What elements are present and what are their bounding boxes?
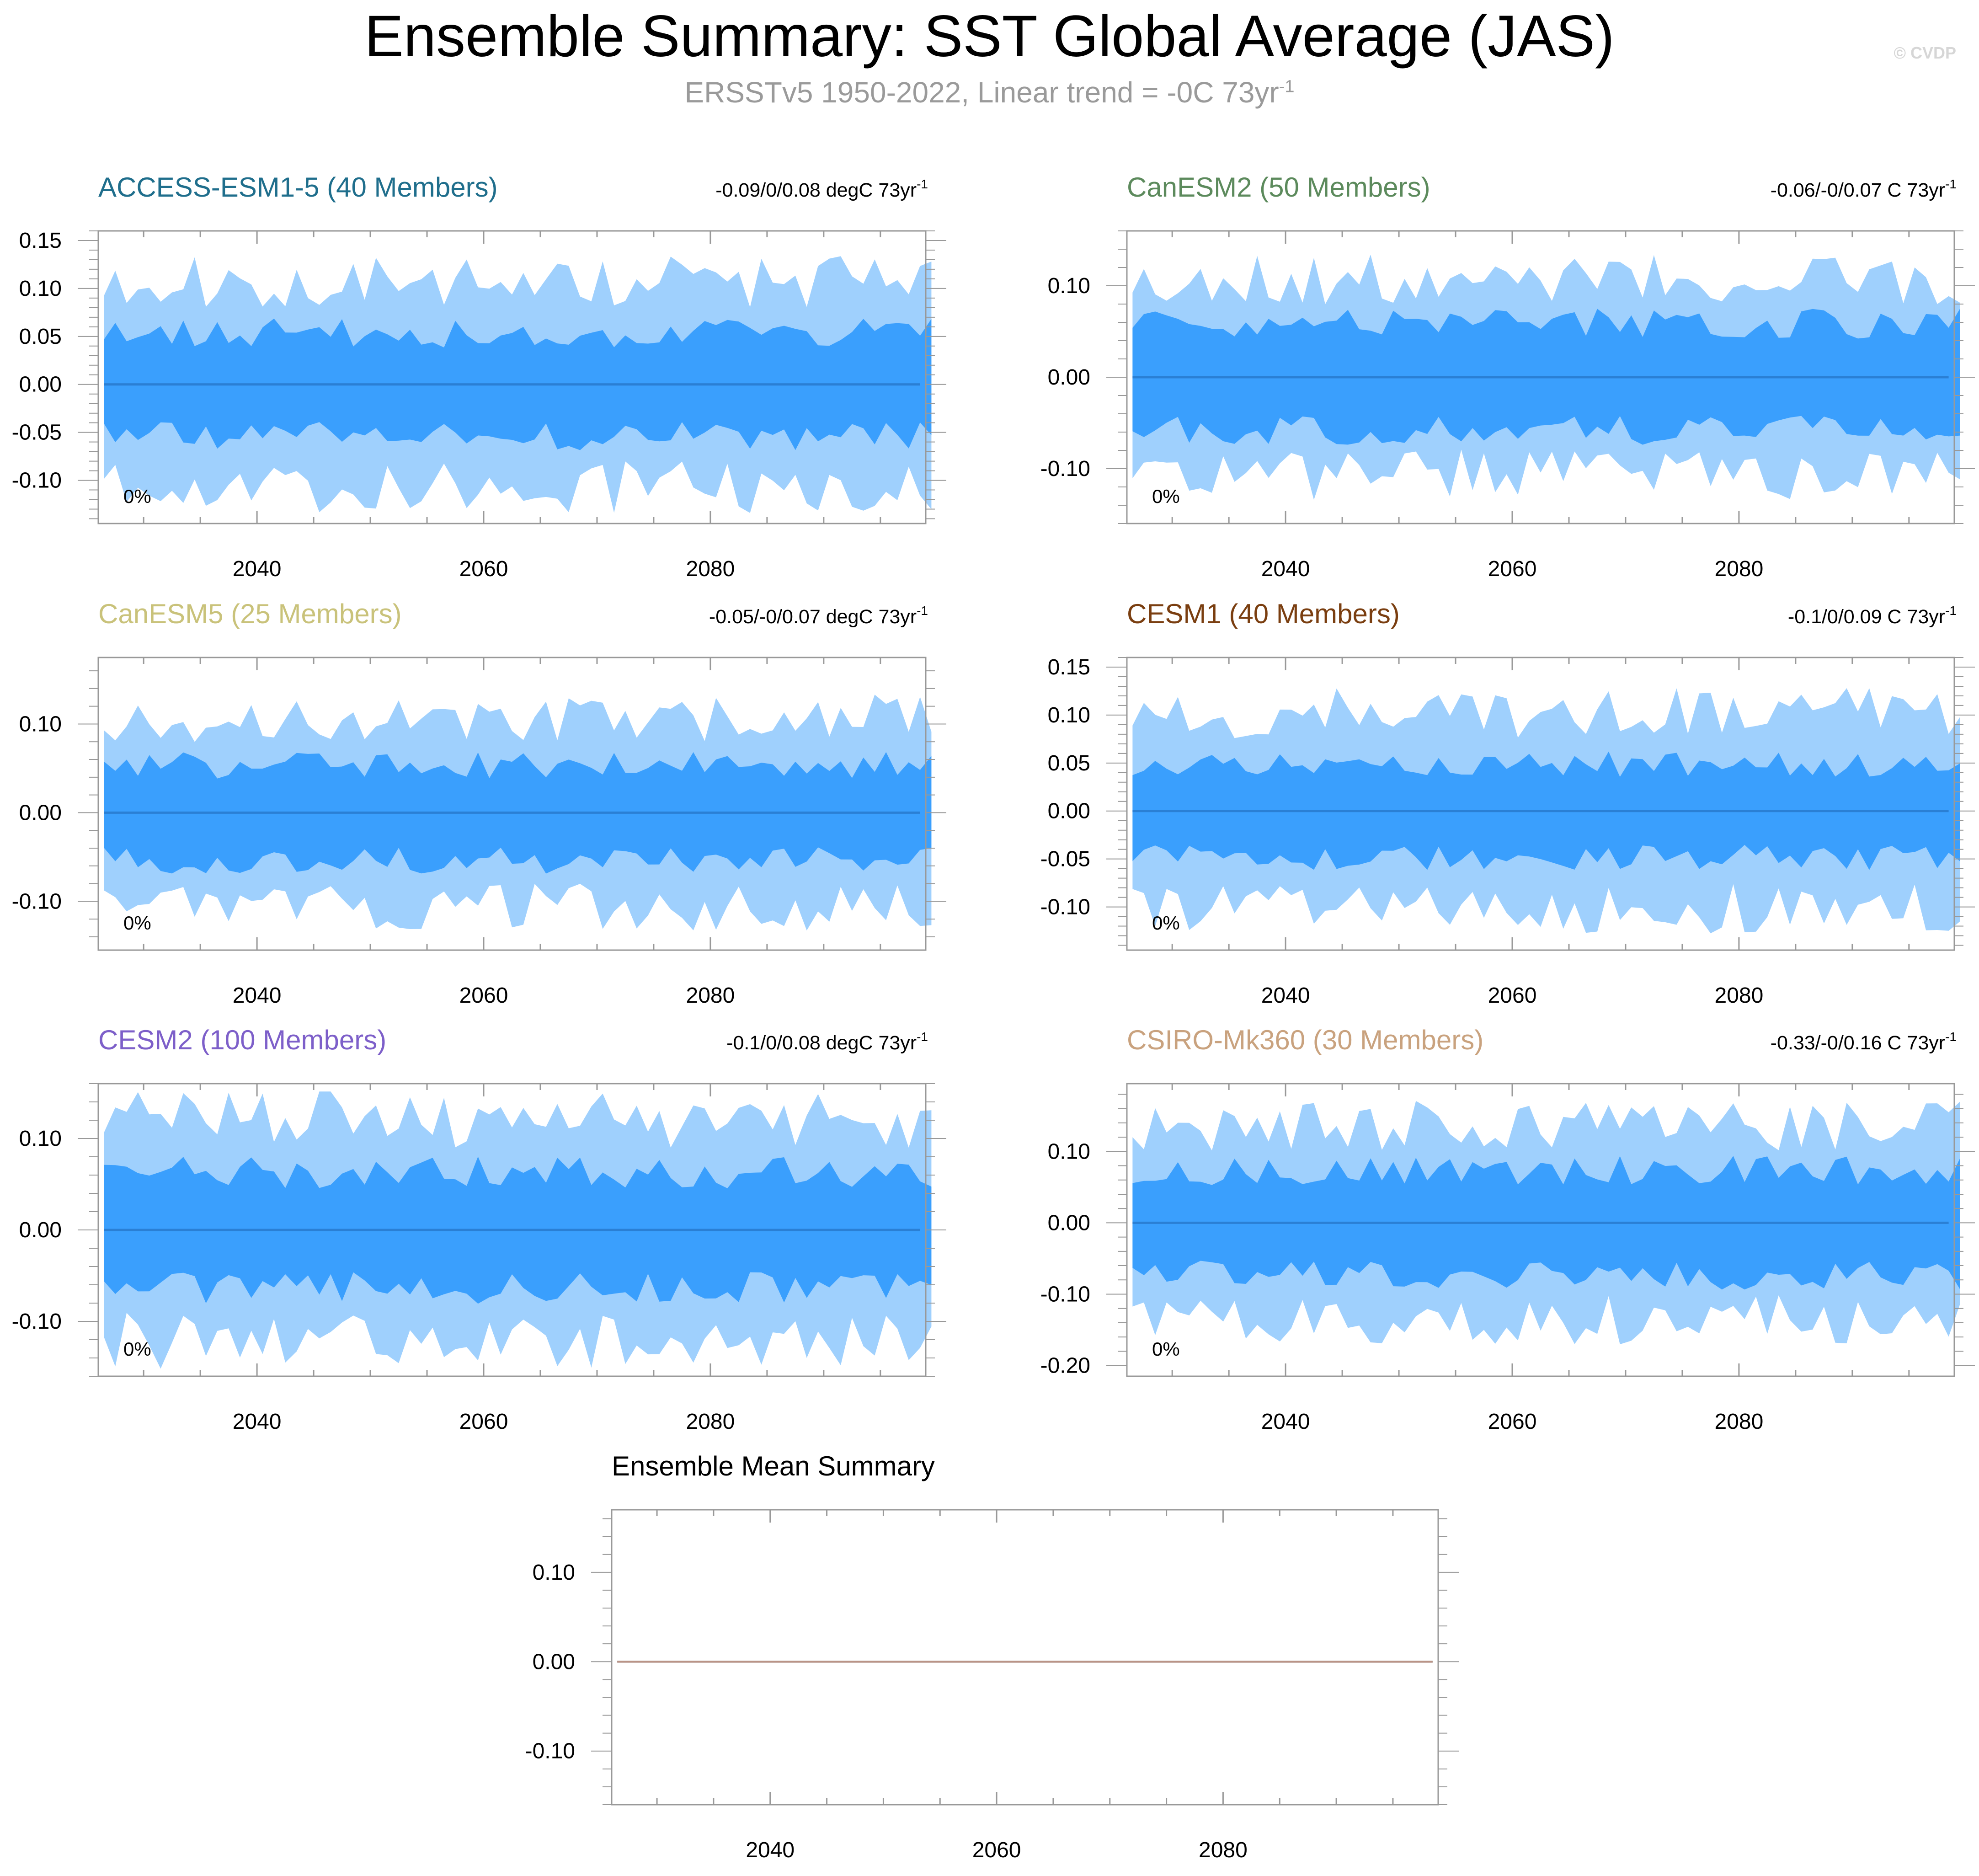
x-tick-label: 2040	[233, 557, 282, 581]
chart-panel: CESM2 (100 Members) -0.1/0/0.08 degC 73yr…	[12, 1025, 946, 1434]
y-tick-label: -0.20	[1040, 1354, 1090, 1378]
y-tick-label: -0.10	[525, 1739, 575, 1764]
x-tick-label: 2040	[233, 1410, 282, 1434]
x-tick-label: 2060	[459, 557, 508, 581]
y-tick-label: 0.10	[1048, 703, 1090, 727]
y-tick-label: 0.05	[19, 325, 62, 349]
y-tick-label: 0.00	[1048, 1211, 1090, 1235]
panel-title: CanESM2 (50 Members)	[1127, 172, 1430, 203]
chart-panel: Ensemble Mean Summary 2040 2060 2080 0.10 0.0…	[525, 1451, 1459, 1862]
x-tick-label: 2040	[1261, 1410, 1310, 1434]
x-tick-label: 2060	[1488, 557, 1537, 581]
y-tick-label: -0.10	[1040, 895, 1090, 919]
x-tick-label: 2080	[1199, 1838, 1248, 1862]
x-tick-label: 2060	[1488, 983, 1537, 1008]
x-tick-label: 2080	[686, 557, 735, 581]
figure-title: Ensemble Summary: SST Global Average (JA…	[364, 4, 1615, 69]
plot-frame	[1126, 1083, 1955, 1377]
percent-label: 0%	[123, 912, 151, 934]
chart-panel: ACCESS-ESM1-5 (40 Members) -0.09/0/0.08 d…	[12, 172, 946, 581]
y-tick-label: 0.15	[1048, 655, 1090, 679]
y-tick-label: 0.00	[19, 1218, 62, 1242]
chart-panel: CanESM2 (50 Members) -0.06/-0/0.07 C 73yr…	[1040, 172, 1975, 581]
panel-stats: -0.33/-0/0.16 C 73yr-1	[1771, 1030, 1957, 1054]
y-tick-label: -0.10	[12, 889, 62, 914]
y-tick-label: 0.10	[19, 277, 62, 301]
x-tick-label: 2040	[1261, 983, 1310, 1008]
x-tick-label: 2040	[746, 1838, 795, 1862]
y-tick-label: 0.10	[19, 712, 62, 736]
panel-title: CSIRO-Mk360 (30 Members)	[1127, 1025, 1483, 1055]
y-tick-label: -0.10	[12, 469, 62, 493]
x-tick-label: 2060	[972, 1838, 1021, 1862]
x-tick-label: 2080	[1715, 983, 1764, 1008]
y-tick-label: 0.00	[19, 801, 62, 825]
x-tick-label: 2080	[1715, 1410, 1764, 1434]
percent-label: 0%	[1152, 912, 1180, 934]
x-tick-label: 2080	[1715, 557, 1764, 581]
panel-title: Ensemble Mean Summary	[612, 1451, 935, 1481]
y-tick-label: 0.10	[1048, 274, 1090, 298]
y-tick-label: 0.15	[19, 229, 62, 253]
panel-stats: -0.1/0/0.08 degC 73yr-1	[726, 1030, 928, 1054]
plot-frame	[611, 1509, 1439, 1806]
y-tick-label: 0.10	[533, 1561, 575, 1585]
percent-label: 0%	[1152, 486, 1180, 507]
percent-label: 0%	[1152, 1338, 1180, 1360]
watermark: © CVDP	[1894, 43, 1956, 62]
x-tick-label: 2040	[1261, 557, 1310, 581]
panel-title: CanESM5 (25 Members)	[98, 599, 402, 629]
plot-frame	[1126, 657, 1955, 951]
percent-label: 0%	[123, 486, 151, 507]
figure-subtitle: ERSSTv5 1950-2022, Linear trend = -0C 73…	[0, 75, 1979, 109]
x-tick-label: 2080	[686, 983, 735, 1008]
x-tick-label: 2060	[1488, 1410, 1537, 1434]
panel-stats: -0.1/0/0.09 C 73yr-1	[1788, 604, 1957, 628]
panel-stats: -0.09/0/0.08 degC 73yr-1	[715, 177, 928, 201]
x-tick-label: 2040	[233, 983, 282, 1008]
y-tick-label: 0.00	[1048, 799, 1090, 823]
y-tick-label: 0.10	[1048, 1139, 1090, 1164]
x-tick-label: 2080	[686, 1410, 735, 1434]
y-tick-label: 0.10	[19, 1127, 62, 1151]
percent-label: 0%	[123, 1338, 151, 1360]
y-tick-label: 0.00	[1048, 365, 1090, 390]
panel-title: CESM2 (100 Members)	[98, 1025, 386, 1055]
y-tick-label: -0.05	[12, 421, 62, 445]
plot-frame	[97, 230, 927, 524]
panel-stats: -0.05/-0/0.07 degC 73yr-1	[709, 604, 928, 628]
chart-panel: CESM1 (40 Members) -0.1/0/0.09 C 73yr-1 0%…	[1040, 599, 1975, 1008]
y-tick-label: -0.10	[1040, 457, 1090, 481]
panel-title: ACCESS-ESM1-5 (40 Members)	[98, 172, 498, 203]
x-tick-label: 2060	[459, 1410, 508, 1434]
y-tick-label: -0.05	[1040, 847, 1090, 871]
panel-stats: -0.06/-0/0.07 C 73yr-1	[1771, 177, 1957, 201]
y-tick-label: 0.00	[533, 1650, 575, 1674]
plot-frame	[97, 657, 927, 951]
chart-panel: CSIRO-Mk360 (30 Members) -0.33/-0/0.16 C …	[1040, 1025, 1975, 1434]
y-tick-label: 0.00	[19, 373, 62, 397]
y-tick-label: -0.10	[1040, 1282, 1090, 1306]
subtitle-superscript: -1	[1279, 77, 1295, 96]
y-tick-label: 0.05	[1048, 751, 1090, 775]
panel-title: CESM1 (40 Members)	[1127, 599, 1400, 629]
y-tick-label: -0.10	[12, 1309, 62, 1334]
subtitle-text: ERSSTv5 1950-2022, Linear trend = -0C 73…	[684, 76, 1279, 109]
chart-panel: CanESM5 (25 Members) -0.05/-0/0.07 degC 7…	[12, 599, 946, 1008]
x-tick-label: 2060	[459, 983, 508, 1008]
